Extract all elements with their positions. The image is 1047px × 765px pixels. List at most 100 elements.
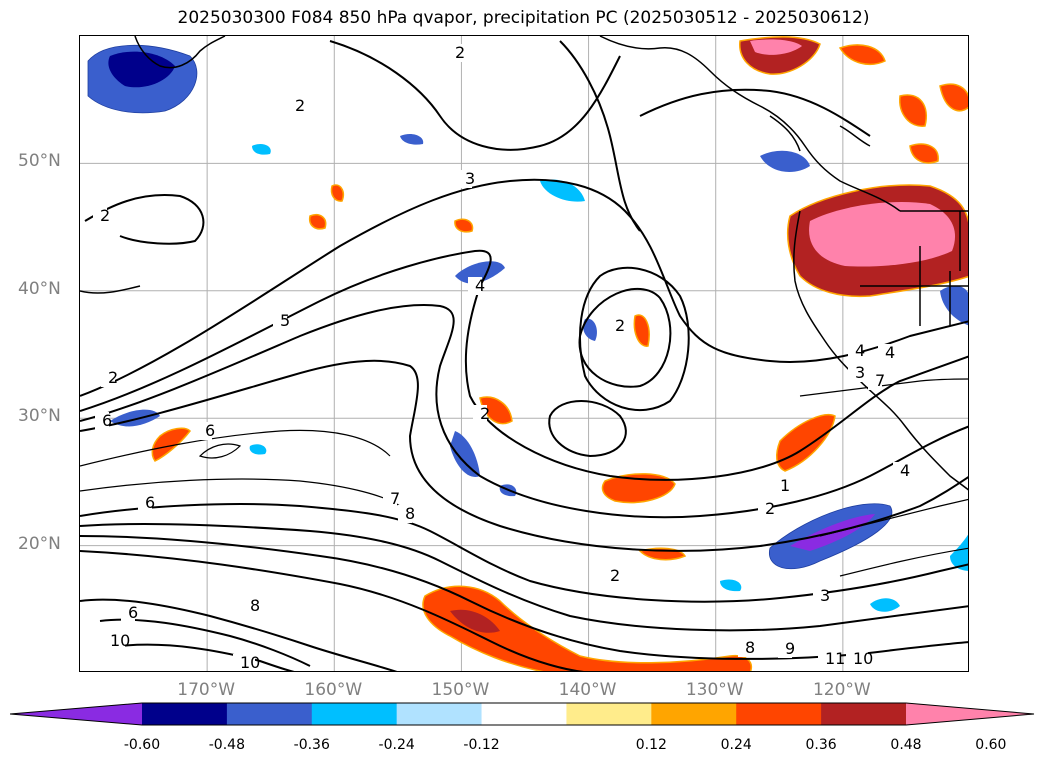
- colorbar-bin: [566, 703, 652, 725]
- map-frame[interactable]: 2 2 2 3 4 5 2 2 6 6 7 8 2 2 3 6 8 10 10 8 9 11 10 4 4 3 7 4 1 2 6: [79, 35, 969, 672]
- pos-shade-ne2: [838, 44, 886, 65]
- contour-label-bg: [468, 277, 482, 295]
- pos-shade-e4: [633, 314, 650, 347]
- lon-label: 150°W: [431, 680, 490, 700]
- neg-shade-mid3: [540, 179, 585, 202]
- contour-label: 2: [610, 566, 620, 585]
- contour-label-bg: [738, 639, 752, 657]
- colorbar-tick-label: -0.60: [123, 737, 161, 753]
- contour-label: 9: [785, 639, 795, 658]
- pos-shade-w2: [308, 214, 327, 230]
- contour-label-bg: [243, 597, 257, 615]
- pos-shade-w1: [151, 427, 191, 462]
- contour-label-bg: [233, 654, 255, 671]
- pos-shade-w3: [330, 184, 344, 202]
- qvapor-thin-contours: [80, 378, 968, 577]
- contour-label: 8: [405, 504, 415, 523]
- colorbar-bin: [226, 703, 313, 725]
- neg-shade-s4: [252, 143, 271, 155]
- contour-label-bg: [846, 650, 868, 668]
- map-title: 2025030300 F084 850 hPa qvapor, precipit…: [177, 8, 870, 28]
- lon-label: 120°W: [812, 680, 871, 700]
- contour-label: 11: [825, 649, 845, 668]
- colorbar-tick-label: 0.60: [975, 737, 1007, 753]
- contour-label: 4: [885, 343, 895, 362]
- contour-label: 4: [900, 461, 910, 480]
- contour-label-bg: [448, 44, 462, 62]
- colorbar-tick-label: 0.12: [635, 737, 667, 753]
- colorbar-outline: [10, 702, 1035, 726]
- contour-label: 6: [102, 411, 112, 430]
- pos-shade-south-core: [450, 609, 500, 633]
- colorbar-tick-label: 0.48: [890, 737, 922, 753]
- contour-label-bg: [103, 632, 125, 650]
- contour-label-bg: [198, 422, 212, 440]
- contour-label-bg: [95, 412, 109, 430]
- contour-label-bg: [818, 650, 840, 668]
- neg-shade-se2: [940, 285, 968, 326]
- contour-label: 10: [853, 649, 873, 668]
- qvapor-contours: [80, 40, 968, 671]
- colorbar-bin: [481, 703, 567, 725]
- contour-label: 2: [108, 368, 118, 387]
- colorbar-bin: [651, 703, 737, 725]
- contour-label-bg: [758, 500, 772, 518]
- contour-label: 10: [110, 631, 130, 650]
- contour-label: 4: [475, 276, 485, 295]
- neg-shade-s1: [720, 579, 742, 592]
- contour-label-bg: [773, 477, 787, 495]
- pos-shade-ne3: [899, 94, 927, 127]
- colorbar-tick-label: 0.36: [805, 737, 837, 753]
- colorbar-tick-label: -0.36: [293, 737, 330, 753]
- lat-label: 20°N: [18, 533, 61, 554]
- contour-label-bg: [101, 369, 115, 387]
- contour-label-bg: [273, 312, 287, 330]
- colorbar-bin: [821, 703, 907, 725]
- neg-shade-s3: [400, 133, 424, 145]
- colorbar-tick-label: -0.48: [208, 737, 245, 753]
- colorbar-tick-label: 0.24: [720, 737, 752, 753]
- colorbar-bin: [142, 703, 228, 725]
- neg-shade-mid2: [450, 431, 480, 477]
- contour-label-bg: [473, 405, 487, 423]
- colorbar-bin: [396, 703, 483, 725]
- contour-label-bg: [121, 604, 135, 622]
- contour-label-bg: [893, 462, 907, 480]
- contour-label-bg: [778, 640, 792, 658]
- contour-label: 1: [780, 476, 790, 495]
- contour-label-bg: [848, 342, 862, 360]
- contour-label-bg: [878, 344, 892, 362]
- contour-label: 2: [295, 96, 305, 115]
- contour-label-bg: [603, 567, 617, 585]
- contour-label-bg: [458, 170, 472, 188]
- lat-label: 50°N: [18, 151, 61, 172]
- contour-label-bg: [383, 490, 397, 508]
- pos-shade-ne4: [939, 83, 968, 112]
- lon-label: 160°W: [304, 680, 363, 700]
- colorbar-tick-label: -0.12: [463, 737, 500, 753]
- contour-label-bg: [608, 317, 622, 335]
- lat-label: 30°N: [18, 406, 61, 427]
- colorbar: [10, 702, 1035, 726]
- contour-label: 10: [240, 653, 260, 672]
- coastlines: [80, 36, 968, 491]
- contour-label: 2: [480, 404, 490, 423]
- contour-label: 8: [745, 638, 755, 657]
- colorbar-tick-label: -0.24: [378, 737, 415, 753]
- pos-shade-ne5: [909, 143, 939, 164]
- contour-label: 3: [465, 169, 475, 188]
- contour-label-bg: [93, 207, 107, 225]
- neg-shade-mid4: [583, 318, 597, 341]
- contour-label: 5: [280, 311, 290, 330]
- pos-shade-e1: [775, 414, 836, 472]
- contour-label: 3: [855, 363, 865, 382]
- contour-label: 2: [455, 43, 465, 62]
- pos-shade-e2: [601, 473, 676, 504]
- neg-shade-sw1: [950, 534, 968, 571]
- lon-label: 130°W: [685, 680, 744, 700]
- colorbar-bin: [311, 703, 398, 725]
- contour-label: 3: [820, 586, 830, 605]
- colorbar-over-triangle: [906, 703, 1034, 725]
